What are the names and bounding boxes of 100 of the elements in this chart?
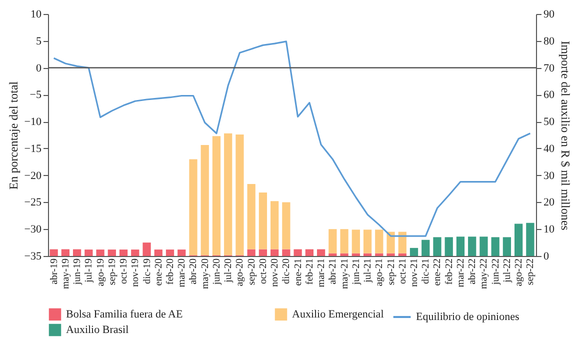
bar (352, 253, 360, 256)
bar (328, 229, 337, 254)
x-tick-label: oct-19 (118, 258, 130, 284)
bar (166, 250, 174, 256)
bar (61, 249, 70, 256)
x-tick-label: abr-21 (328, 258, 339, 284)
y2-tick-label: 20 (544, 196, 555, 209)
legend-label: Auxilio Emergencial (292, 308, 384, 320)
bar (119, 250, 128, 256)
bar (50, 249, 58, 256)
bar (270, 249, 279, 256)
bar (514, 224, 523, 256)
bar (386, 232, 395, 254)
bar (258, 192, 268, 250)
x-tick-label: ago-19 (95, 258, 106, 286)
x-tick-label: nov-21 (409, 258, 420, 287)
bar (363, 253, 372, 256)
bar (316, 249, 326, 256)
bar (328, 253, 337, 256)
x-tick-label: abr-19 (48, 258, 60, 284)
bar (526, 222, 534, 256)
y2-tick-label: 80 (544, 35, 555, 48)
x-tick-label: ene-21 (292, 258, 304, 286)
bar (305, 249, 314, 256)
x-tick-label: jul-22 (502, 258, 513, 284)
bar (258, 249, 268, 256)
bar (386, 253, 395, 256)
legend-label: Auxilio Brasil (66, 324, 129, 336)
bar (294, 249, 302, 256)
y-tick-label: −15 (24, 142, 42, 155)
y2-tick-label: 50 (544, 116, 555, 128)
x-tick-label: ene-22 (432, 258, 444, 286)
bar (375, 230, 384, 254)
x-tick-label: ago-20 (234, 258, 246, 286)
y-tick-label: −25 (24, 196, 42, 209)
bar (410, 248, 418, 256)
bar (247, 184, 256, 250)
bar (491, 237, 500, 256)
bar (154, 250, 162, 256)
y-tick-label: −10 (24, 116, 42, 128)
x-tick-label: feb-20 (165, 258, 176, 285)
bar (84, 250, 93, 256)
bar (375, 253, 384, 256)
x-tick-label: sep-22 (525, 258, 536, 286)
x-tick-label: ago-21 (374, 258, 386, 286)
x-tick-label: mar-22 (455, 258, 466, 288)
x-tick-label: jun-22 (490, 258, 502, 286)
bar (189, 159, 198, 256)
y-tick-label: 10 (30, 8, 42, 20)
x-tick-label: may-20 (200, 258, 211, 290)
legend-label: Equilibrio de opiniones (416, 311, 520, 323)
y2-tick-label: 70 (544, 62, 555, 74)
x-tick-label: oct-21 (397, 258, 408, 284)
x-tick-label: dic-19 (142, 258, 153, 284)
bar (108, 250, 116, 256)
y-tick-label: 5 (36, 35, 42, 48)
y-tick-label: −20 (24, 170, 42, 182)
x-tick-label: ene-20 (153, 258, 164, 286)
bar (72, 249, 82, 256)
bar (212, 136, 221, 256)
bar (480, 236, 488, 256)
x-tick-label: dic-20 (281, 258, 292, 284)
bar (236, 134, 244, 256)
bar (131, 250, 140, 256)
x-tick-label: may-21 (339, 258, 350, 290)
bar (468, 236, 476, 256)
bar (247, 249, 256, 256)
x-tick-label: jul-19 (84, 258, 95, 284)
bar (178, 250, 186, 256)
y-tick-label: −35 (24, 250, 42, 262)
x-tick-label: abr-20 (188, 258, 200, 284)
x-tick-label: feb-21 (304, 258, 316, 285)
x-tick-label: jun-19 (72, 258, 84, 286)
x-tick-label: feb-22 (444, 258, 455, 285)
bar (398, 253, 406, 256)
x-tick-label: oct-20 (258, 258, 269, 284)
x-tick-label: jul-21 (362, 258, 374, 284)
bar (96, 250, 104, 256)
y-tick-label: 0 (36, 62, 42, 74)
bar (433, 237, 442, 256)
y-axis-title: En porcentaje del total (6, 80, 20, 190)
x-tick-label: sep-21 (386, 258, 397, 286)
x-tick-label: mar-20 (176, 258, 188, 288)
x-tick-label: dic-21 (420, 258, 432, 284)
bar (444, 237, 453, 256)
bar (270, 201, 279, 250)
x-tick-label: may-22 (478, 258, 490, 290)
y-tick-label: −5 (30, 89, 42, 102)
bar (422, 240, 430, 256)
bar (352, 230, 360, 254)
x-tick-label: jul-20 (223, 258, 234, 284)
bar (340, 229, 348, 254)
y2-tick-label: 30 (544, 170, 555, 182)
bar (340, 253, 348, 256)
x-tick-label: may-19 (60, 258, 72, 290)
y2-axis-title: Importe del auxilio en R $ mil millones (558, 40, 572, 231)
bar (142, 242, 151, 256)
y2-tick-label: 40 (544, 142, 555, 155)
bar (224, 133, 232, 256)
x-tick-label: nov-20 (270, 258, 281, 287)
